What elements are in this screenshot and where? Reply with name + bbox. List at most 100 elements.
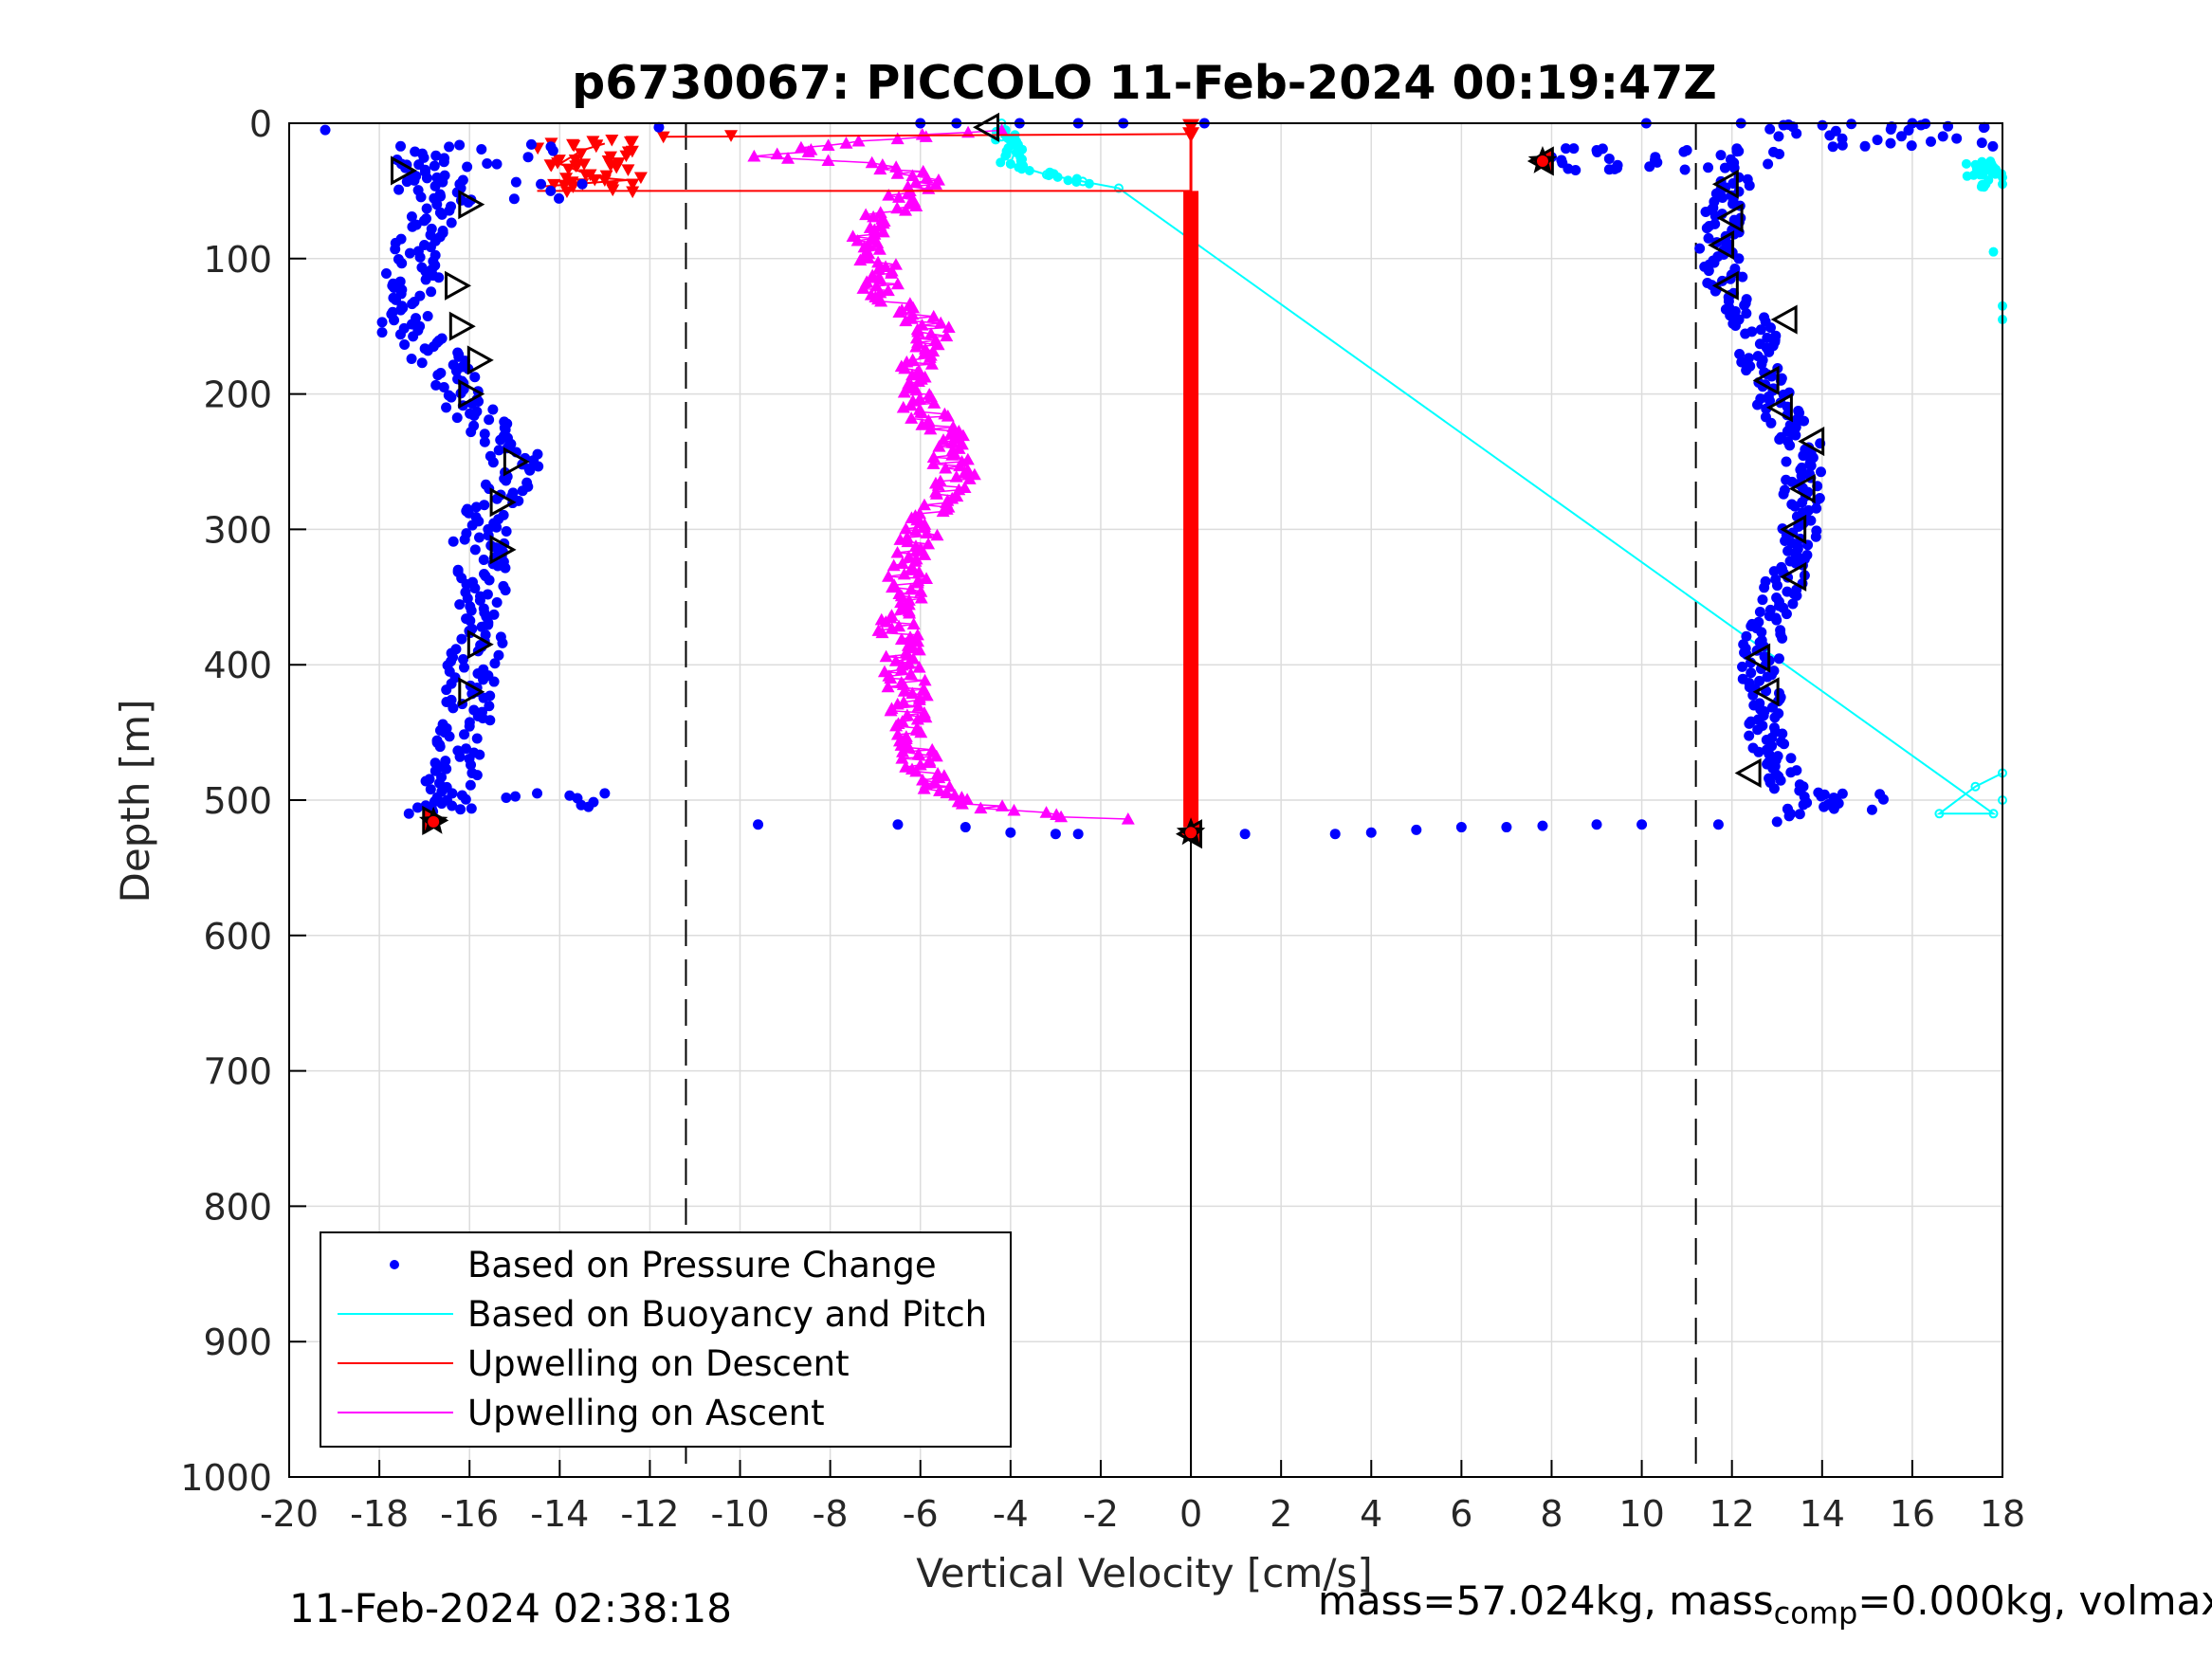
x-tick-label: -14 xyxy=(530,1493,589,1535)
pressure-change-point xyxy=(1885,137,1896,149)
pressure-change-point xyxy=(1877,793,1889,805)
upwelling-ascent-marker xyxy=(956,428,970,442)
pressure-change-point xyxy=(1837,133,1848,144)
upwelling-ascent-marker xyxy=(781,152,795,164)
buoyancy-pitch-point xyxy=(1084,178,1094,189)
upwelling-ascent-marker xyxy=(904,630,918,643)
turn-marker xyxy=(1752,365,1780,395)
pressure-change-point xyxy=(1603,153,1615,164)
y-tick-label: 900 xyxy=(203,1322,272,1363)
pressure-change-point xyxy=(1736,356,1747,368)
upwelling-ascent-marker xyxy=(871,262,886,275)
turn-marker xyxy=(390,155,417,186)
pressure-change-point xyxy=(458,662,469,673)
upwelling-ascent-marker xyxy=(905,368,920,381)
upwelling-ascent-marker xyxy=(945,448,960,461)
pressure-change-point xyxy=(1796,470,1807,482)
pressure-change-point xyxy=(488,676,500,687)
upwelling-ascent-marker xyxy=(911,747,925,760)
pressure-change-point xyxy=(1775,775,1786,786)
pressure-change-point xyxy=(1885,123,1896,135)
pressure-change-point xyxy=(1725,310,1736,321)
y-tick-label: 200 xyxy=(203,374,272,416)
pressure-change-point xyxy=(425,242,436,253)
pressure-change-point xyxy=(458,653,469,665)
upwelling-ascent-marker xyxy=(906,301,921,314)
pressure-change-point xyxy=(450,365,462,376)
upwelling-ascent-marker xyxy=(851,134,866,147)
pressure-change-point xyxy=(456,633,467,645)
pressure-change-point xyxy=(1719,162,1730,173)
pressure-change-point xyxy=(1781,609,1792,620)
pressure-change-point xyxy=(484,574,495,586)
y-tick-label: 500 xyxy=(203,780,272,822)
pressure-change-point xyxy=(1733,145,1745,156)
buoyancy-pitch-point xyxy=(1978,170,1988,180)
buoyancy-pitch-point xyxy=(1985,164,1996,174)
upwelling-descent-marker xyxy=(574,148,588,160)
pressure-change-point xyxy=(448,536,459,547)
pressure-change-point xyxy=(576,799,587,811)
pressure-change-point xyxy=(399,338,411,350)
pressure-change-point xyxy=(1777,632,1788,644)
pressure-change-point xyxy=(1790,429,1801,441)
pressure-change-point xyxy=(476,143,487,155)
upwelling-ascent-marker xyxy=(770,147,784,160)
pressure-change-point xyxy=(1785,767,1797,778)
pressure-change-point xyxy=(1768,566,1780,577)
pressure-change-point xyxy=(1741,365,1752,376)
footer-timestamp: 11-Feb-2024 02:38:18 xyxy=(289,1585,732,1632)
pressure-change-point xyxy=(434,741,446,753)
pressure-change-point xyxy=(1789,501,1801,512)
pressure-change-point xyxy=(1771,580,1782,592)
pressure-change-point xyxy=(446,217,457,228)
turn-marker xyxy=(503,447,530,477)
upwelling-ascent-marker xyxy=(910,628,924,641)
upwelling-ascent-marker xyxy=(897,567,911,580)
pressure-change-point xyxy=(1737,661,1748,672)
upwelling-ascent-marker xyxy=(930,528,944,541)
upwelling-ascent-marker xyxy=(1121,811,1135,825)
turn-marker xyxy=(1752,677,1780,707)
upwelling-ascent-marker xyxy=(873,206,887,218)
upwelling-ascent-marker xyxy=(945,435,960,448)
upwelling-ascent-marker xyxy=(853,253,868,266)
upwelling-ascent-marker xyxy=(931,337,945,351)
upwelling-ascent-marker xyxy=(929,177,943,191)
pressure-change-point xyxy=(493,649,504,661)
turn-marker xyxy=(1744,643,1771,673)
pressure-change-point xyxy=(564,790,576,801)
upwelling-ascent-marker xyxy=(952,483,966,496)
pressure-change-point xyxy=(1859,140,1871,152)
pressure-change-point xyxy=(465,779,476,791)
upwelling-ascent-marker xyxy=(927,775,941,788)
upwelling-ascent-marker xyxy=(929,487,943,500)
upwelling-descent-line xyxy=(663,133,1192,138)
upwelling-ascent-marker xyxy=(894,602,908,614)
legend-box xyxy=(320,1231,1012,1448)
upwelling-ascent-marker xyxy=(915,418,929,430)
upwelling-ascent-marker xyxy=(890,201,905,214)
pressure-change-point xyxy=(1781,456,1792,467)
upwelling-ascent-marker xyxy=(900,708,914,720)
upwelling-ascent-marker xyxy=(996,799,1010,811)
pressure-change-point xyxy=(524,465,536,476)
pressure-change-point xyxy=(545,185,557,196)
x-tick-label: 16 xyxy=(1890,1493,1935,1535)
pressure-change-point xyxy=(471,733,483,744)
x-tick-label: -10 xyxy=(710,1493,769,1535)
pressure-change-point xyxy=(461,743,472,755)
pressure-change-point xyxy=(466,427,477,438)
upwelling-descent-marker xyxy=(621,164,635,177)
pressure-change-point xyxy=(1725,154,1736,165)
pressure-change-point xyxy=(484,715,496,726)
turn-marker xyxy=(1711,169,1739,199)
footer-mass-prefix: mass=57.024kg, mass xyxy=(1318,1577,1774,1624)
turn-marker xyxy=(1770,304,1798,335)
upwelling-ascent-marker xyxy=(821,138,835,152)
pressure-change-point xyxy=(1072,829,1084,840)
y-tick-label: 300 xyxy=(203,509,272,551)
ticks: -20 -18 -16 -14 -12 -10 -8 -6 -4 -2 0 2 4 6 8 10 12 14 16 1… xyxy=(180,103,2025,1535)
upwelling-ascent-marker xyxy=(865,155,879,169)
pressure-change-point xyxy=(1816,791,1827,802)
